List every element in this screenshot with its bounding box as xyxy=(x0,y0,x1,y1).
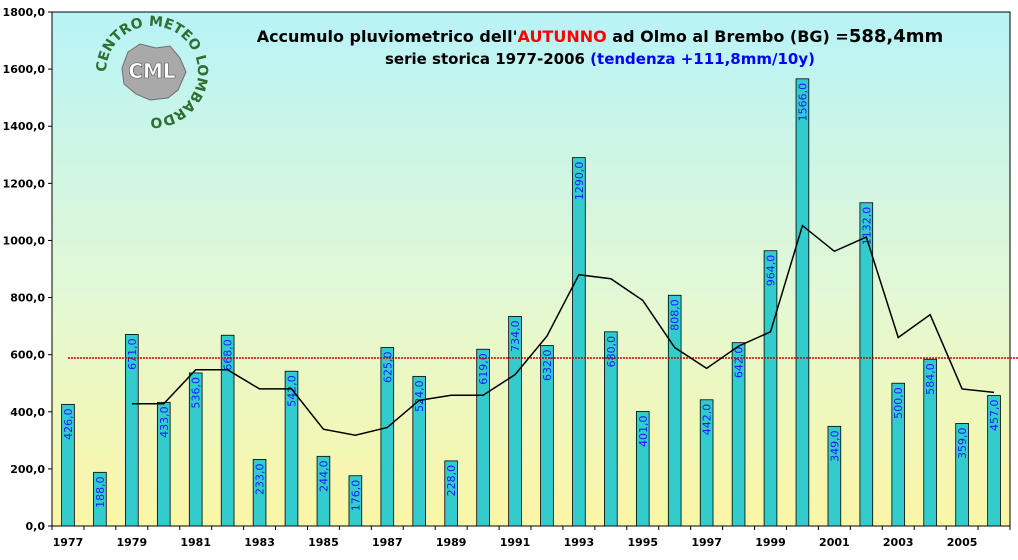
bar-1992 xyxy=(540,345,554,527)
bar-2004 xyxy=(923,358,937,527)
y-axis: 0,0 200,0 400,0 600,0 800,0 1000,0 1200,0 1400,… xyxy=(3,6,52,533)
bar-1985 xyxy=(316,455,331,527)
bar-value-label: 542,0 xyxy=(286,375,299,407)
bar-value-label: 1132,0 xyxy=(860,207,873,246)
bar-1991 xyxy=(508,316,522,527)
bar-1999 xyxy=(763,250,778,527)
lombardy-map-icon xyxy=(121,43,187,101)
value-labels-group: 426,0 188,0 671,0 433,0 536,0 668,0 233,0 542,0… xyxy=(62,83,1001,511)
y-tick-label: 1200,0 xyxy=(3,177,46,190)
bar-value-label: 457,0 xyxy=(988,400,1001,432)
x-tick-label: 1989 xyxy=(436,536,467,549)
bar-2000 xyxy=(795,78,810,527)
bar-1997 xyxy=(699,399,714,527)
plot-area xyxy=(51,11,1011,527)
bar-1983 xyxy=(252,459,267,527)
x-tick-label: 1987 xyxy=(372,536,403,549)
bar-1996 xyxy=(667,294,682,527)
bar-1995 xyxy=(635,411,650,527)
moving-average-line xyxy=(131,224,995,436)
x-tick-label: 1977 xyxy=(53,536,84,549)
bar-value-label: 619,0 xyxy=(477,353,490,385)
bar-value-label: 176,0 xyxy=(349,480,362,512)
bar-value-label: 1566,0 xyxy=(796,83,809,122)
bar-value-label: 808,0 xyxy=(669,299,682,331)
bar-value-label: 426,0 xyxy=(62,408,75,440)
bar-1978 xyxy=(93,471,107,527)
bar-value-label: 680,0 xyxy=(605,336,618,368)
bar-value-label: 524,0 xyxy=(413,380,426,412)
bar-1987 xyxy=(380,347,395,527)
bar-value-label: 632,0 xyxy=(541,350,554,382)
x-tick-label: 2003 xyxy=(883,536,914,549)
bar-value-label: 228,0 xyxy=(445,465,458,497)
bar-value-label: 671,0 xyxy=(126,338,139,370)
bar-1988 xyxy=(412,375,427,527)
y-tick-label: 1800,0 xyxy=(3,6,46,19)
bar-value-label: 642,0 xyxy=(733,347,746,379)
x-tick-label: 1993 xyxy=(564,536,595,549)
bar-value-label: 433,0 xyxy=(158,406,171,438)
bar-value-label: 244,0 xyxy=(317,460,330,492)
x-tick-label: 1981 xyxy=(180,536,211,549)
x-tick-label: 1995 xyxy=(627,536,658,549)
bar-value-label: 625,0 xyxy=(381,352,394,384)
y-tick-label: 800,0 xyxy=(10,292,45,305)
bar-value-label: 584,0 xyxy=(924,363,937,395)
x-tick-label: 1985 xyxy=(308,536,339,549)
bar-value-label: 1290,0 xyxy=(573,162,586,201)
x-tick-label: 1983 xyxy=(244,536,275,549)
bar-value-label: 401,0 xyxy=(637,415,650,447)
bar-2001 xyxy=(827,425,842,527)
bar-2005 xyxy=(955,423,969,527)
bar-2006 xyxy=(987,395,1001,527)
x-tick-label: 2001 xyxy=(819,536,850,549)
bar-1977 xyxy=(61,403,75,527)
bar-2003 xyxy=(891,382,906,527)
bars-group xyxy=(61,78,1001,527)
bar-1986 xyxy=(348,475,363,527)
bar-1979 xyxy=(125,333,139,527)
logo-text: CML xyxy=(128,59,176,83)
bar-1993 xyxy=(572,157,586,527)
bar-value-label: 442,0 xyxy=(701,404,714,436)
bar-1998 xyxy=(731,342,746,527)
x-tick-label: 1979 xyxy=(117,536,148,549)
bar-1989 xyxy=(444,460,458,527)
bar-1982 xyxy=(220,334,235,527)
y-tick-label: 0,0 xyxy=(26,520,46,533)
bar-value-label: 500,0 xyxy=(892,387,905,419)
y-tick-label: 1600,0 xyxy=(3,63,46,76)
bar-1980 xyxy=(156,401,171,527)
x-tick-label: 1991 xyxy=(500,536,531,549)
bar-value-label: 359,0 xyxy=(956,427,969,459)
bar-value-label: 964,0 xyxy=(765,255,778,286)
bar-2002 xyxy=(859,202,874,527)
bar-value-label: 536,0 xyxy=(190,377,203,409)
bar-1994 xyxy=(604,331,618,527)
chart-subtitle: serie storica 1977-2006 (tendenza +111,8… xyxy=(385,50,815,68)
x-tick-label: 2005 xyxy=(947,536,978,549)
x-axis: 1977 1979 1981 1983 1985 1987 1989 1991 1993 1995… xyxy=(51,526,1011,549)
bar-value-label: 233,0 xyxy=(254,463,267,495)
bar-value-label: 734,0 xyxy=(509,320,522,352)
bar-value-label: 188,0 xyxy=(94,476,107,508)
y-tick-label: 1400,0 xyxy=(3,120,46,133)
y-tick-label: 200,0 xyxy=(10,463,45,476)
y-tick-label: 600,0 xyxy=(10,349,45,362)
y-tick-label: 1000,0 xyxy=(3,234,46,247)
chart-title: Accumulo pluviometrico dell'AUTUNNO ad O… xyxy=(257,26,944,47)
bar-value-label: 349,0 xyxy=(828,430,841,462)
x-tick-label: 1997 xyxy=(691,536,722,549)
x-tick-label: 1999 xyxy=(755,536,786,549)
bar-1984 xyxy=(284,370,299,527)
bar-1981 xyxy=(188,372,203,527)
bar-value-label: 668,0 xyxy=(222,339,235,371)
y-tick-label: 400,0 xyxy=(10,406,45,419)
